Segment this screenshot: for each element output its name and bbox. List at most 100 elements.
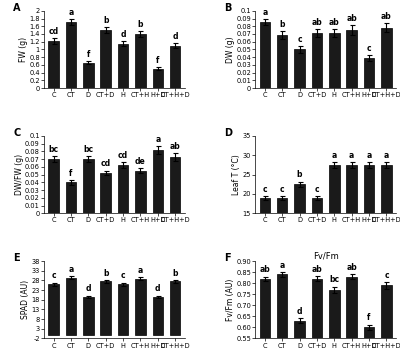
Text: a: a [349, 150, 354, 159]
Bar [312, 279, 322, 360]
Text: ab: ab [259, 265, 270, 274]
Text: d: d [172, 32, 178, 41]
Text: ab: ab [170, 141, 181, 150]
Text: cd: cd [101, 159, 111, 168]
Bar [100, 173, 111, 213]
Bar [381, 28, 392, 88]
Text: F: F [224, 253, 231, 264]
Y-axis label: DW/FW (g): DW/FW (g) [14, 154, 24, 195]
Text: C: C [13, 128, 20, 138]
Bar [346, 165, 357, 271]
Bar [48, 284, 59, 334]
Text: B: B [224, 3, 232, 13]
Bar [260, 22, 270, 88]
Text: bc: bc [83, 145, 93, 154]
Text: cd: cd [118, 151, 128, 160]
Bar [153, 150, 163, 213]
Text: a: a [384, 150, 389, 159]
Bar [83, 159, 94, 213]
Text: d: d [86, 284, 91, 293]
Text: ab: ab [312, 265, 322, 274]
Y-axis label: SPAD (AU): SPAD (AU) [21, 280, 30, 319]
Bar [170, 282, 180, 334]
Bar [100, 30, 111, 88]
Text: f: f [367, 314, 371, 323]
Bar [381, 285, 392, 360]
Text: A: A [13, 3, 20, 13]
Bar [329, 165, 340, 271]
Bar [294, 184, 305, 271]
Bar [118, 165, 128, 213]
Bar [346, 30, 357, 88]
Text: a: a [366, 150, 372, 159]
Text: a: a [68, 265, 74, 274]
Bar [118, 44, 128, 88]
Text: b: b [172, 269, 178, 278]
Text: d: d [297, 307, 302, 316]
Text: de: de [135, 157, 146, 166]
Text: f: f [156, 56, 160, 65]
Bar [294, 49, 305, 88]
Text: a: a [138, 266, 143, 275]
Bar [48, 41, 59, 88]
Bar [170, 46, 180, 88]
Bar [312, 33, 322, 88]
Text: f: f [69, 169, 73, 178]
Text: a: a [262, 8, 267, 17]
Bar [260, 198, 270, 271]
Text: b: b [279, 19, 285, 28]
Text: ab: ab [329, 18, 340, 27]
Text: a: a [332, 150, 337, 159]
Y-axis label: Leaf T (°C): Leaf T (°C) [232, 154, 241, 195]
Y-axis label: DW (g): DW (g) [226, 36, 235, 63]
Bar [346, 276, 357, 360]
Text: bc: bc [48, 145, 59, 154]
Bar [83, 63, 94, 88]
Bar [260, 279, 270, 360]
Bar [66, 182, 76, 213]
Bar [277, 35, 287, 88]
Text: b: b [138, 20, 143, 29]
Text: c: c [384, 271, 389, 280]
Bar [277, 274, 287, 360]
Bar [381, 165, 392, 271]
Bar [100, 282, 111, 334]
Bar [153, 297, 163, 334]
Text: c: c [262, 185, 267, 194]
Bar [66, 278, 76, 334]
Text: b: b [103, 269, 108, 278]
Bar [329, 33, 340, 88]
Bar [364, 327, 374, 360]
Bar [364, 165, 374, 271]
Bar [135, 34, 146, 88]
Text: bc: bc [329, 275, 339, 284]
Text: a: a [155, 135, 160, 144]
Bar [135, 279, 146, 334]
Text: cd: cd [48, 27, 59, 36]
Bar [83, 297, 94, 334]
Text: D: D [224, 128, 232, 138]
Text: c: c [314, 185, 319, 194]
Text: c: c [51, 271, 56, 280]
Text: ab: ab [312, 18, 322, 27]
Bar [48, 159, 59, 213]
Text: b: b [297, 170, 302, 179]
Text: c: c [280, 185, 284, 194]
Text: ab: ab [346, 263, 357, 272]
Text: E: E [13, 253, 20, 264]
Text: ab: ab [381, 12, 392, 21]
Bar [277, 198, 287, 271]
Text: d: d [120, 30, 126, 39]
Bar [153, 69, 163, 88]
Bar [170, 157, 180, 213]
Text: c: c [367, 44, 371, 53]
Text: a: a [280, 261, 285, 270]
Text: b: b [103, 16, 108, 25]
Y-axis label: FW (g): FW (g) [19, 37, 28, 62]
Bar [118, 284, 128, 334]
Y-axis label: Fv/Fm (AU): Fv/Fm (AU) [226, 279, 235, 321]
Title: Fv/Fm: Fv/Fm [313, 251, 338, 260]
Text: d: d [155, 284, 161, 293]
Bar [329, 290, 340, 360]
Text: ab: ab [346, 14, 357, 23]
